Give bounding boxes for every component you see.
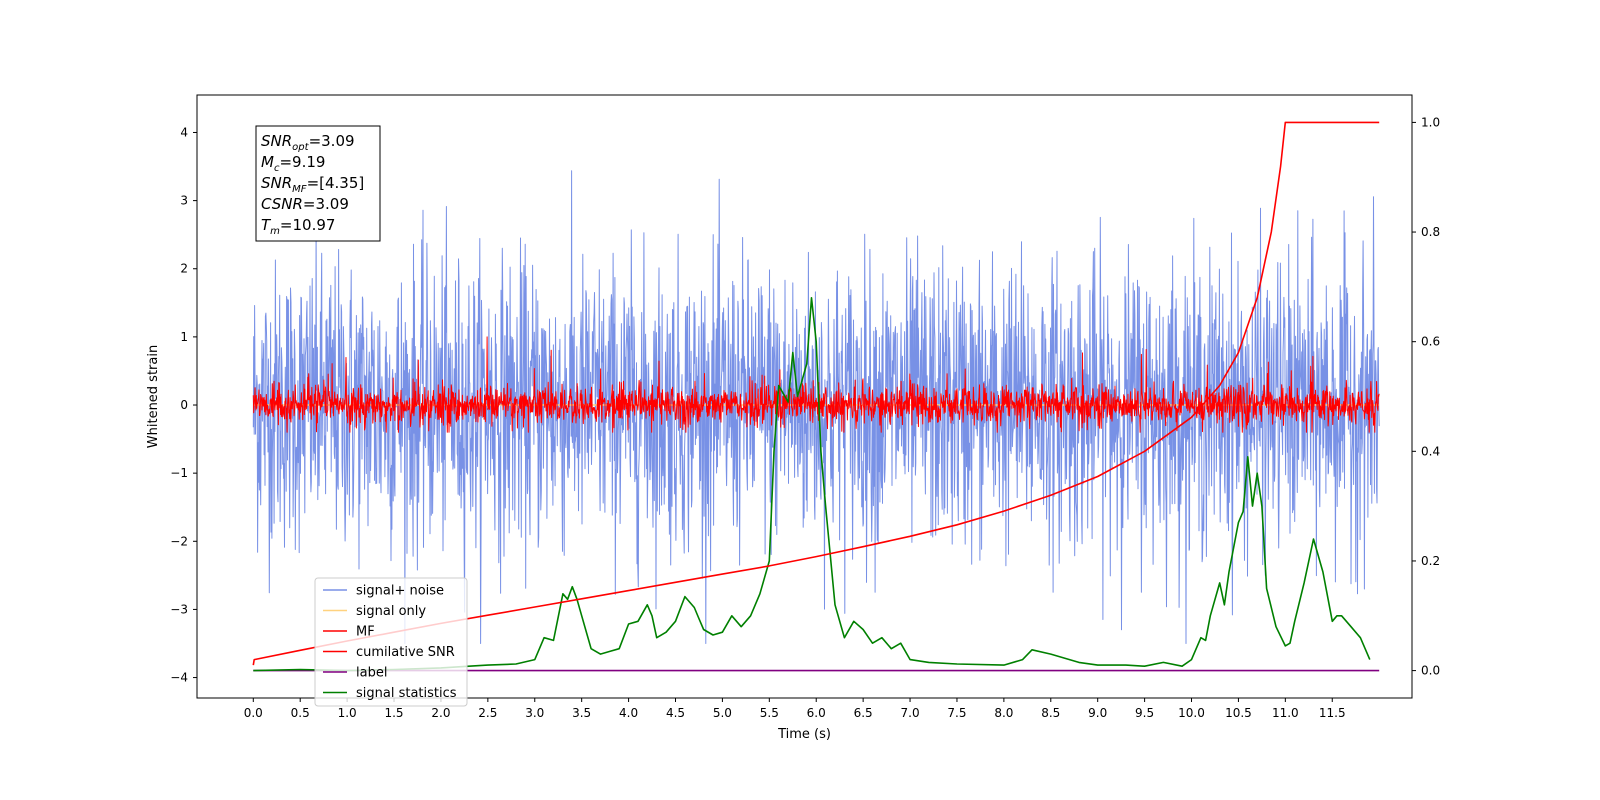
x-tick-label: 7.0 — [901, 706, 920, 720]
series-line-signal-noise — [252, 170, 1380, 644]
x-tick-label: 0.5 — [291, 706, 310, 720]
y2-tick-label: 1.0 — [1421, 115, 1440, 129]
x-tick-label: 6.0 — [807, 706, 826, 720]
x-tick-label: 2.5 — [478, 706, 497, 720]
legend-label-label: label — [356, 666, 387, 681]
x-tick-label: 3.0 — [525, 706, 544, 720]
y-tick-label: 3 — [180, 194, 188, 208]
y-tick-label: 1 — [180, 330, 188, 344]
y-tick-label: −1 — [170, 466, 188, 480]
x-tick-label: 11.5 — [1319, 706, 1346, 720]
x-tick-label: 3.5 — [572, 706, 591, 720]
annotation-line-3: SNRMF=[4.35] — [261, 174, 364, 195]
y2-tick-label: 0.0 — [1421, 664, 1440, 678]
y-axis-right: 0.0 0.2 0.4 0.6 0.8 1.0 — [1412, 115, 1440, 678]
y-axis-label: Whitened strain — [146, 345, 161, 448]
y-tick-label: 0 — [180, 398, 188, 412]
legend-label-signal-noise: signal+ noise — [356, 584, 444, 599]
x-tick-label: 1.0 — [338, 706, 357, 720]
annotation-line-1: SNRopt=3.09 — [261, 132, 355, 153]
y2-tick-label: 0.8 — [1421, 225, 1440, 239]
annotation-line-4: CSNR=3.09 — [261, 195, 349, 213]
x-tick-label: 2.0 — [431, 706, 450, 720]
y-tick-label: 2 — [180, 262, 188, 276]
annotation-line-2: Mc=9.19 — [261, 153, 325, 174]
x-tick-label: 8.5 — [1041, 706, 1060, 720]
plot-frame — [196, 94, 1413, 699]
x-tick-label: 6.5 — [854, 706, 873, 720]
y-axis-left: −4 −3 −2 −1 0 1 2 3 4 — [170, 125, 197, 685]
x-tick-label: 10.5 — [1225, 706, 1252, 720]
x-tick-label: 0.0 — [244, 706, 263, 720]
x-tick-label: 8.0 — [994, 706, 1013, 720]
x-axis: 0.0 0.5 1.0 1.5 2.0 2.5 3.0 3.5 4.0 4.5 5.0 5.5 6.0 6… — [244, 698, 1346, 720]
legend-frame — [314, 577, 468, 707]
x-tick-label: 9.5 — [1135, 706, 1154, 720]
legend: signal+ noise signal only MF cumilative SNR… — [314, 577, 468, 707]
y-tick-label: −3 — [170, 602, 188, 616]
legend-label-signal-only: signal only — [356, 604, 426, 619]
y-tick-label: −2 — [170, 534, 188, 548]
y-tick-label: −4 — [170, 671, 188, 685]
x-tick-label: 4.5 — [666, 706, 685, 720]
legend-label-signal-statistics: signal statistics — [356, 686, 457, 701]
y2-tick-label: 0.6 — [1421, 335, 1440, 349]
legend-label-cumilative-snr: cumilative SNR — [356, 645, 455, 660]
x-tick-label: 10.0 — [1178, 706, 1205, 720]
x-tick-label: 11.0 — [1272, 706, 1299, 720]
y2-tick-label: 0.2 — [1421, 554, 1440, 568]
x-tick-label: 7.5 — [947, 706, 966, 720]
annotation-line-5: Tm=10.97 — [261, 216, 335, 237]
annotation-box-frame — [255, 125, 381, 242]
x-tick-label: 9.0 — [1088, 706, 1107, 720]
y2-tick-label: 0.4 — [1421, 444, 1440, 458]
series-line-signal-statistics — [253, 297, 1371, 672]
x-tick-label: 4.0 — [619, 706, 638, 720]
x-tick-label: 5.5 — [760, 706, 779, 720]
x-axis-label: Time (s) — [777, 727, 831, 742]
x-tick-label: 1.5 — [384, 706, 403, 720]
legend-label-mf: MF — [356, 625, 375, 640]
x-tick-label: 5.0 — [713, 706, 732, 720]
series-line-mf — [252, 336, 1380, 433]
y-tick-label: 4 — [180, 125, 188, 139]
